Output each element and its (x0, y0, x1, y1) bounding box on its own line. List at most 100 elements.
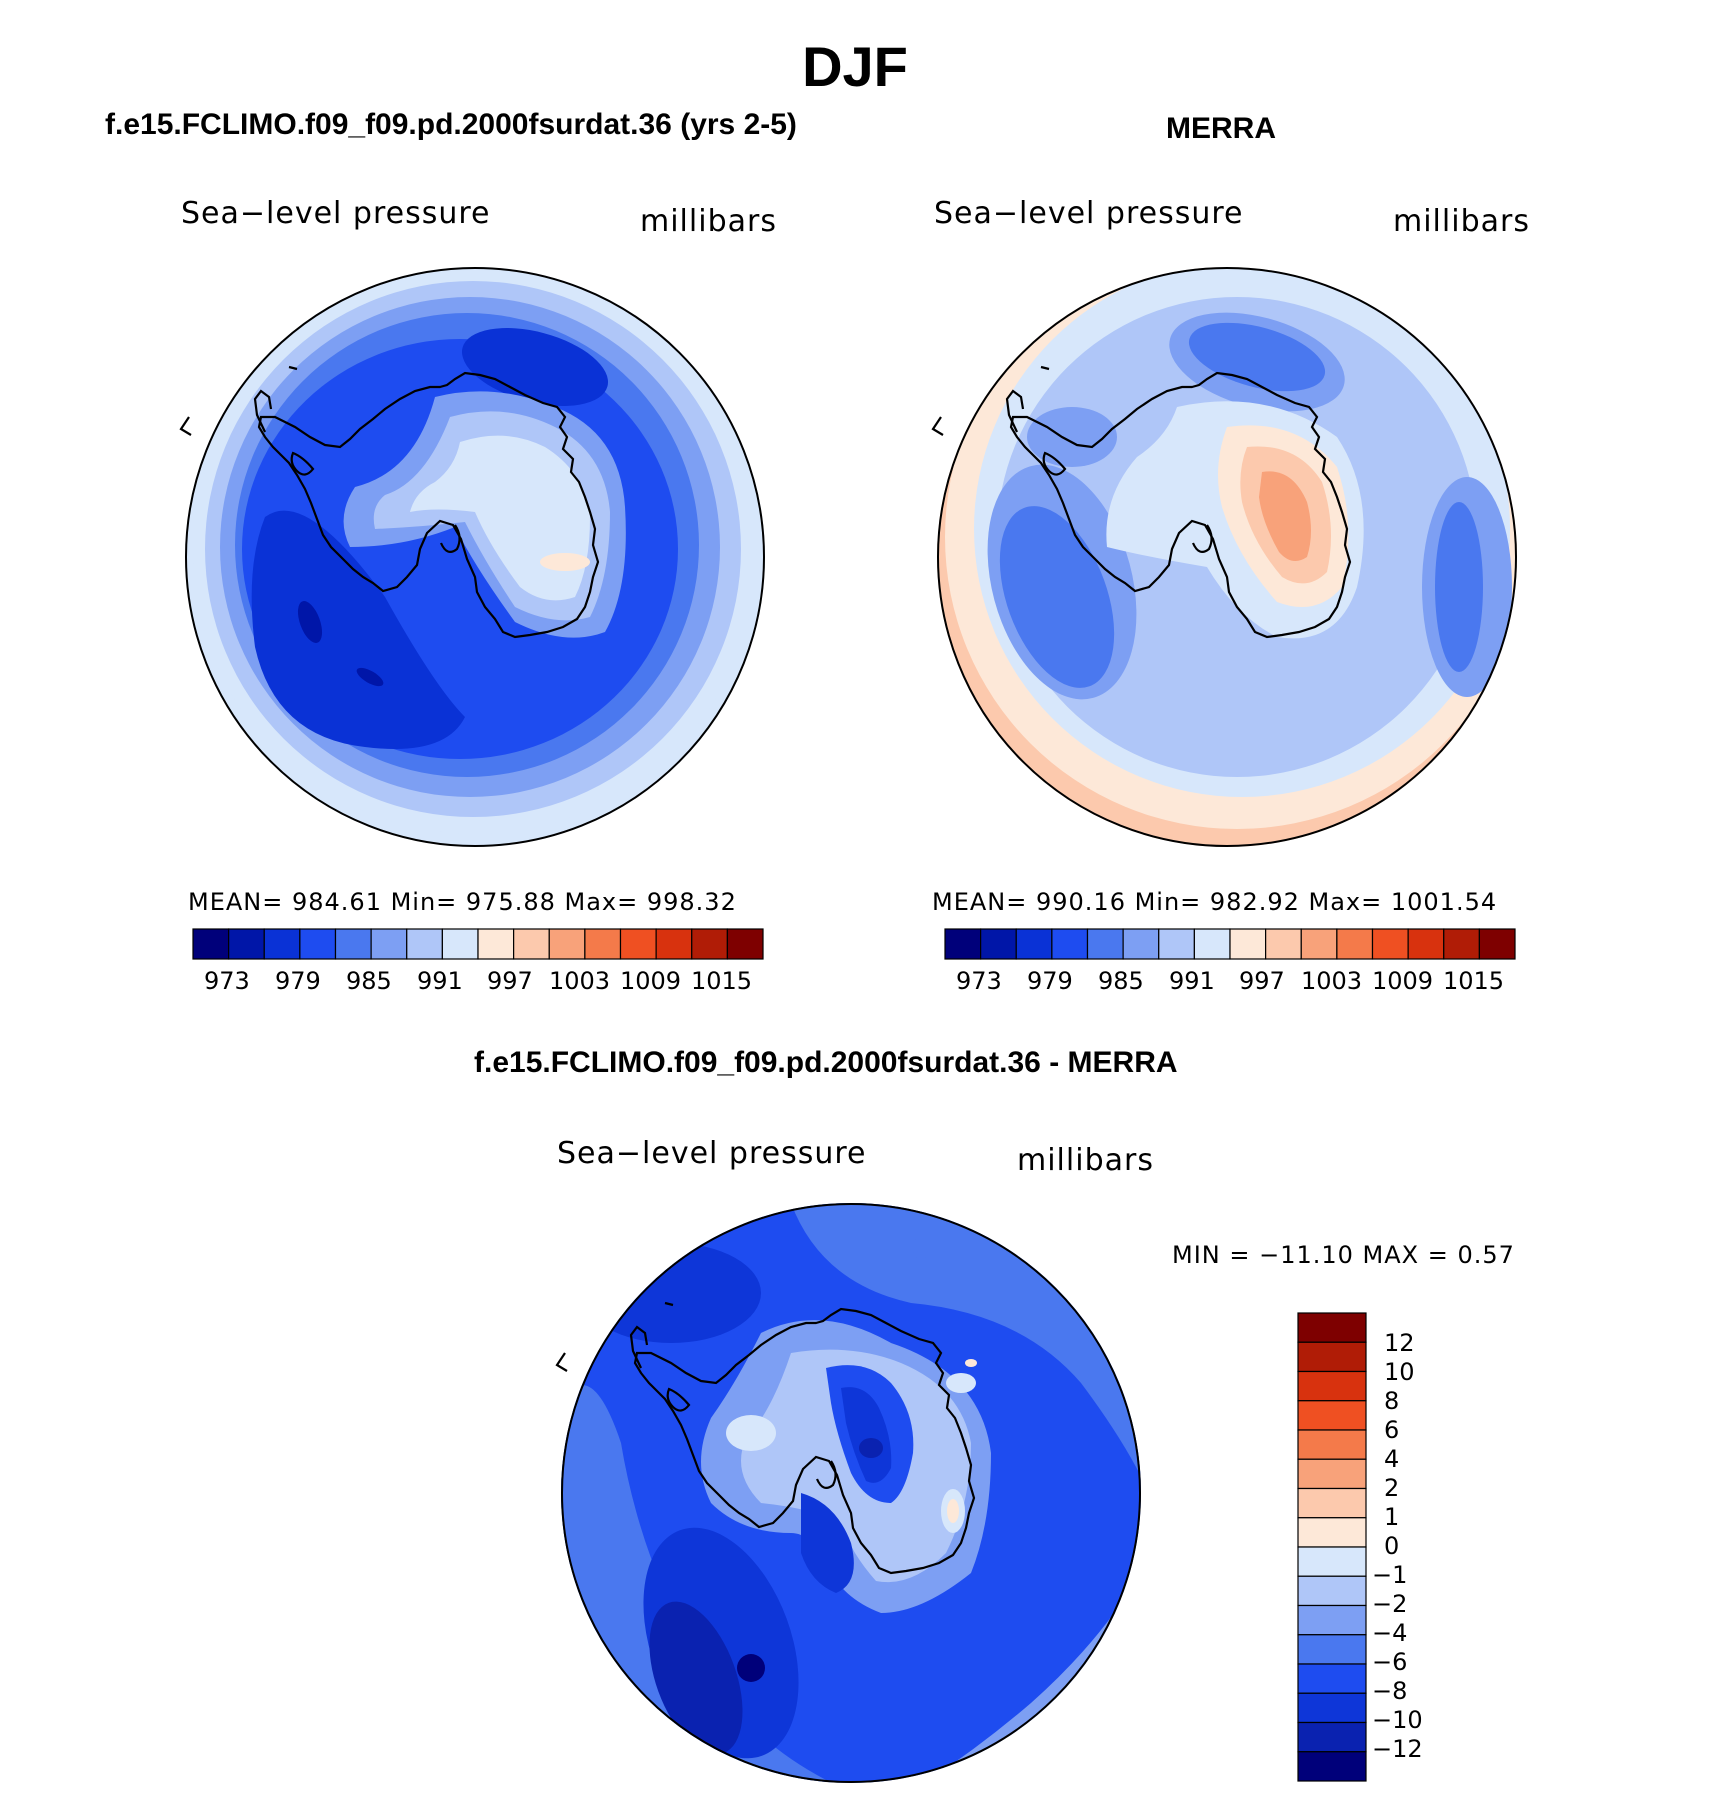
colorbar-cell (263, 928, 301, 960)
colorbar-cell (1297, 1575, 1367, 1607)
colorbar-tick: 979 (275, 967, 321, 995)
map-border-model (185, 267, 765, 847)
colorbar-tick: 1015 (1443, 967, 1505, 995)
colorbar-cell (1229, 928, 1267, 960)
colorbar-tick: −12 (1372, 1735, 1423, 1763)
colorbar-tick: 2 (1384, 1474, 1400, 1502)
colorbar-tick: −4 (1372, 1619, 1408, 1647)
colorbar-cell (1478, 928, 1516, 960)
colorbar-cell (1297, 1458, 1367, 1490)
colorbar-cell (406, 928, 443, 960)
colorbar-cell (1297, 1341, 1367, 1373)
map-merra-slp (931, 267, 1517, 847)
colorbar-tick: 1 (1384, 1503, 1400, 1531)
variable-label-merra: Sea−level pressure (934, 196, 1244, 231)
map-model-slp (179, 267, 765, 847)
colorbar-cell (1297, 1663, 1367, 1694)
colorbar-cell (370, 928, 408, 960)
colorbar-cell (1086, 928, 1124, 960)
colorbar-tick: 1015 (691, 967, 753, 995)
coastline-difference (555, 1301, 976, 1575)
colorbar-tick: −8 (1372, 1677, 1408, 1705)
colorbar-difference-ticks: 12 10 8 6 4 2 1 0 −1 −2 −4 −6 −8 −10 −12 (1370, 1313, 1450, 1793)
colorbar-cell (1297, 1721, 1367, 1753)
colorbar-tick: 973 (956, 967, 1002, 995)
map-model-fill (185, 267, 765, 847)
coastline-model (179, 365, 600, 639)
colorbar-cell (1297, 1487, 1367, 1519)
colorbar-cell (1193, 928, 1231, 960)
colorbar-cell (477, 928, 515, 960)
colorbar-tick: 991 (1169, 967, 1215, 995)
colorbar-cell (980, 928, 1017, 960)
colorbar-tick: −10 (1372, 1706, 1423, 1734)
stats-model: MEAN= 984.61 Min= 975.88 Max= 998.32 (188, 888, 737, 916)
colorbar-cell (299, 928, 337, 960)
colorbar-tick: 979 (1027, 967, 1073, 995)
map-difference-slp (555, 1203, 1141, 1783)
colorbar-cell (1122, 928, 1160, 960)
colorbar-tick: 973 (204, 967, 250, 995)
colorbar-cell (1297, 1692, 1367, 1724)
colorbar-model (192, 928, 764, 960)
colorbar-merra (944, 928, 1516, 960)
colorbar-cell (548, 928, 586, 960)
colorbar-cell (1407, 928, 1445, 960)
colorbar-cell (1297, 1312, 1367, 1343)
colorbar-tick: 997 (487, 967, 533, 995)
units-label-difference: millibars (1017, 1143, 1154, 1178)
colorbar-cell (1297, 1370, 1367, 1402)
colorbar-cell (1371, 928, 1409, 960)
panel-title-merra: MERRA (1166, 112, 1276, 145)
colorbar-cell (1297, 1517, 1367, 1548)
units-label-merra: millibars (1393, 204, 1530, 239)
colorbar-tick: −2 (1372, 1590, 1408, 1618)
colorbar-tick: 1009 (620, 967, 682, 995)
colorbar-tick: −1 (1372, 1561, 1408, 1589)
stats-merra: MEAN= 990.16 Min= 982.92 Max= 1001.54 (932, 888, 1498, 916)
colorbar-cell (1297, 1634, 1367, 1665)
colorbar-cell (691, 928, 728, 960)
colorbar-cell (1015, 928, 1053, 960)
colorbar-difference (1297, 1312, 1367, 1782)
colorbar-tick: 10 (1384, 1358, 1415, 1386)
colorbar-cell (1297, 1546, 1367, 1577)
colorbar-tick: 6 (1384, 1416, 1400, 1444)
colorbar-cell (655, 928, 693, 960)
variable-label-model: Sea−level pressure (181, 196, 491, 231)
colorbar-model-ticks: 973 979 985 991 997 1003 1009 1015 (193, 967, 763, 997)
colorbar-tick: 1003 (549, 967, 611, 995)
colorbar-cell (228, 928, 265, 960)
figure-title: DJF (802, 35, 908, 98)
colorbar-cell (1265, 928, 1302, 960)
colorbar-cell (726, 928, 764, 960)
colorbar-cell (1300, 928, 1338, 960)
colorbar-cell (1297, 1604, 1367, 1636)
colorbar-cell (1158, 928, 1195, 960)
colorbar-cell (619, 928, 657, 960)
colorbar-tick: 12 (1384, 1329, 1415, 1357)
map-border-difference (561, 1203, 1141, 1783)
colorbar-cell (1297, 1751, 1367, 1782)
colorbar-cell (192, 928, 230, 960)
colorbar-tick: 4 (1384, 1445, 1400, 1473)
colorbar-cell (1051, 928, 1089, 960)
colorbar-cell (1336, 928, 1374, 960)
colorbar-cell (1297, 1429, 1367, 1460)
colorbar-tick: 1009 (1372, 967, 1434, 995)
variable-label-difference: Sea−level pressure (557, 1136, 867, 1171)
colorbar-cell (334, 928, 372, 960)
colorbar-tick: 997 (1239, 967, 1285, 995)
colorbar-cell (441, 928, 479, 960)
stats-difference: MIN = −11.10 MAX = 0.57 (1172, 1241, 1515, 1269)
colorbar-tick: 991 (417, 967, 463, 995)
colorbar-tick: −6 (1372, 1648, 1408, 1676)
colorbar-cell (1443, 928, 1480, 960)
colorbar-tick: 985 (346, 967, 392, 995)
map-border-merra (937, 267, 1517, 847)
colorbar-tick: 985 (1098, 967, 1144, 995)
map-merra-fill (937, 267, 1517, 847)
colorbar-tick: 0 (1384, 1532, 1400, 1560)
colorbar-tick: 1003 (1301, 967, 1363, 995)
map-difference-fill (561, 1203, 1141, 1783)
